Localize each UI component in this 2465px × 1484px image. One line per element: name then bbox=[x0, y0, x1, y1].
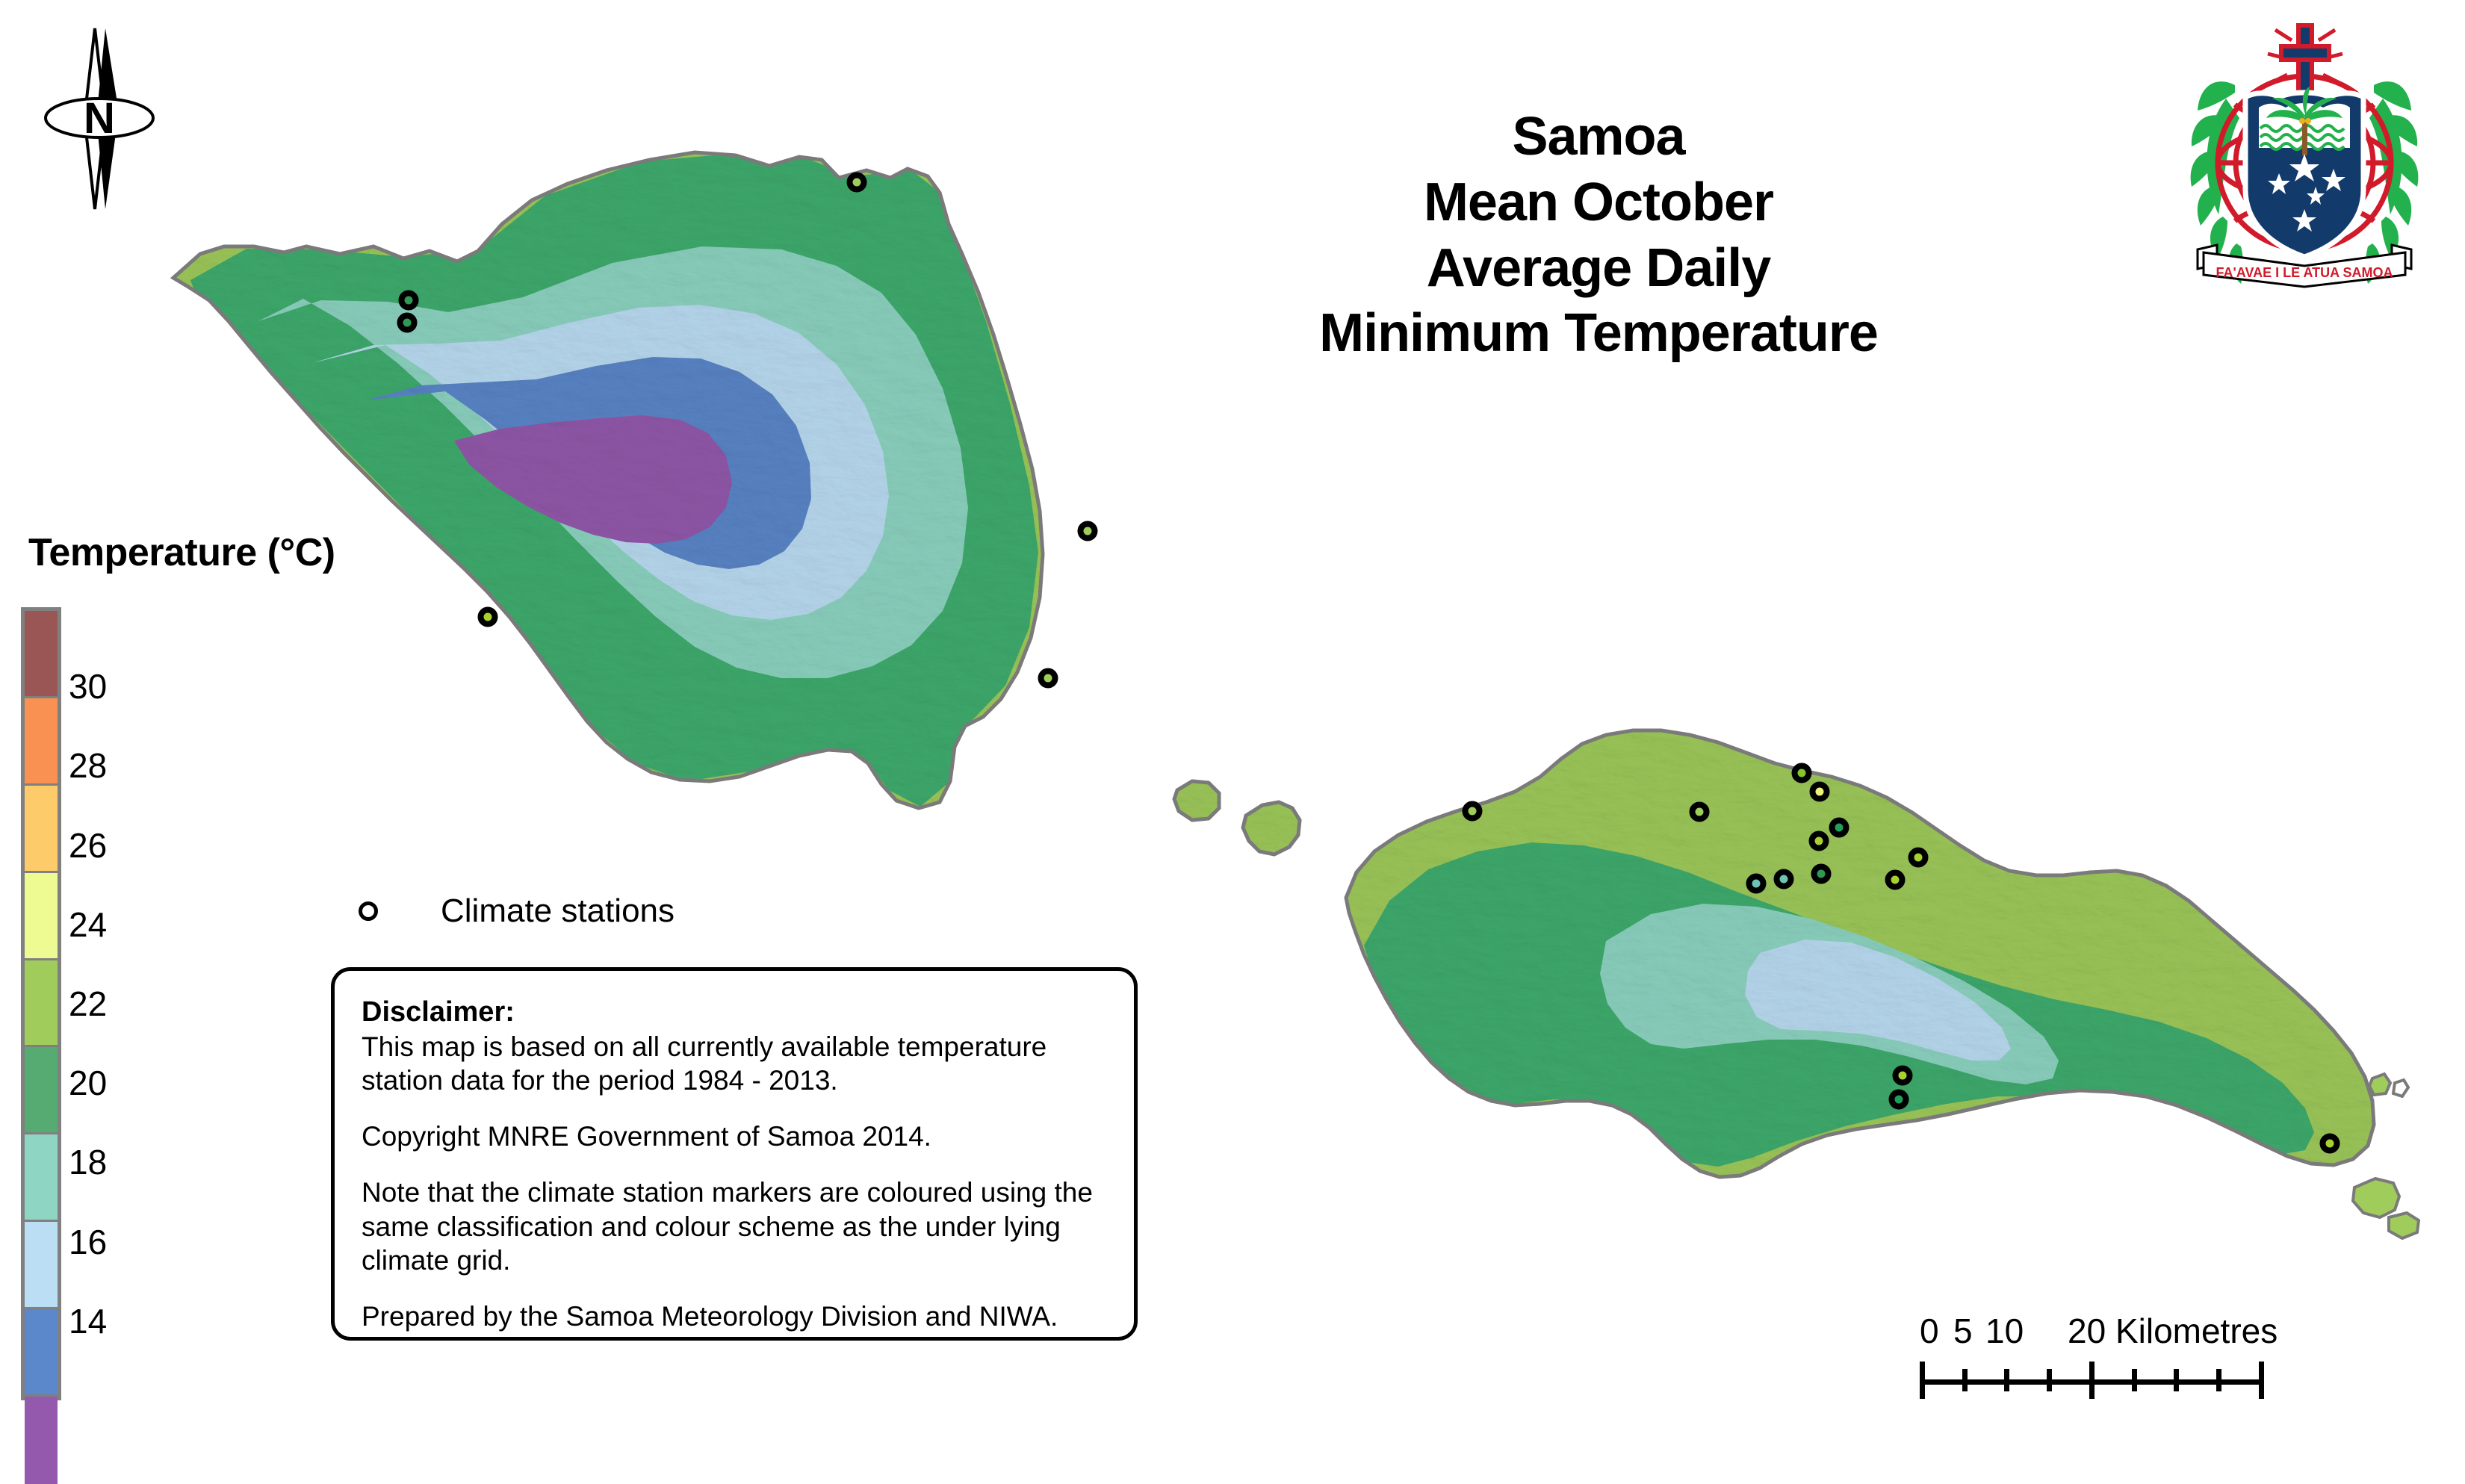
island-manono bbox=[1241, 800, 1302, 857]
scale-bar-tick-3 bbox=[2047, 1369, 2052, 1391]
climate-station-marker[interactable] bbox=[1809, 781, 1830, 802]
title-line-1: Samoa bbox=[1512, 107, 1685, 167]
legend-label-14: 14 bbox=[69, 1301, 108, 1341]
disclaimer-paragraph-3: Note that the climate station markers ar… bbox=[362, 1177, 1093, 1276]
legend-swatch-4 bbox=[25, 960, 58, 1048]
climate-station-marker[interactable] bbox=[1885, 869, 1906, 890]
page-title: Samoa Mean October Average Daily Minimum… bbox=[1165, 105, 2032, 367]
legend-swatch-8 bbox=[25, 1309, 58, 1397]
disclaimer-box: Disclaimer: This map is based on all cur… bbox=[331, 967, 1138, 1341]
north-arrow: N bbox=[41, 22, 161, 217]
scale-bar-label-3: 20 Kilometres bbox=[2068, 1311, 2278, 1350]
legend-label-30: 30 bbox=[69, 667, 108, 707]
legend-label-18: 18 bbox=[69, 1143, 108, 1182]
climate-station-marker[interactable] bbox=[1888, 1089, 1909, 1110]
legend-swatch-2 bbox=[25, 785, 58, 873]
islet-fanuatapu bbox=[2367, 1072, 2410, 1099]
legend-label-26: 26 bbox=[69, 825, 108, 865]
north-arrow-ring bbox=[44, 97, 155, 139]
climate-station-marker[interactable] bbox=[1038, 668, 1058, 689]
scale-bar-label-2: 10 bbox=[1985, 1311, 2024, 1350]
samoa-map-svg bbox=[170, 150, 2421, 1241]
scale-bar-labels: 0 5 10 20 Kilometres bbox=[1920, 1311, 2398, 1353]
disclaimer-paragraph-4: Prepared by the Samoa Meteorology Divisi… bbox=[362, 1300, 1058, 1332]
climate-station-marker[interactable] bbox=[1808, 831, 1829, 851]
scale-bar-tick-0 bbox=[1920, 1362, 1925, 1399]
temperature-scale-labels: 30 28 26 24 22 20 18 16 14 bbox=[69, 607, 188, 1400]
shield-icon bbox=[2242, 87, 2366, 260]
title-line-4: Minimum Temperature bbox=[1319, 303, 1879, 364]
title-line-2: Mean October bbox=[1423, 172, 1774, 232]
map-canvas bbox=[170, 150, 2421, 1241]
climate-station-marker[interactable] bbox=[477, 606, 498, 627]
samoa-coat-of-arms: FA'AVAE I LE ATUA SAMOA bbox=[2181, 16, 2428, 293]
island-nuutele bbox=[2351, 1176, 2402, 1220]
climate-station-marker[interactable] bbox=[1773, 869, 1794, 890]
legend-swatch-1 bbox=[25, 698, 58, 786]
legend-swatch-0 bbox=[25, 611, 58, 698]
scale-bar-tick-4 bbox=[2089, 1362, 2095, 1399]
climate-station-marker[interactable] bbox=[1462, 801, 1483, 822]
island-savaii bbox=[173, 152, 1043, 808]
climate-station-marker[interactable] bbox=[1811, 863, 1832, 884]
disclaimer-paragraph-2: Copyright MNRE Government of Samoa 2014. bbox=[362, 1121, 931, 1152]
title-line-3: Average Daily bbox=[1426, 237, 1772, 298]
climate-station-marker[interactable] bbox=[397, 312, 418, 333]
circle-outline-icon bbox=[359, 901, 378, 921]
climate-stations-legend-label: Climate stations bbox=[441, 892, 675, 929]
climate-station-marker[interactable] bbox=[1791, 763, 1812, 783]
southern-cross-icon bbox=[2268, 154, 2345, 232]
climate-station-marker[interactable] bbox=[2319, 1133, 2340, 1154]
scale-bar-tick-1 bbox=[1962, 1369, 1968, 1391]
legend-swatch-7 bbox=[25, 1222, 58, 1309]
climate-station-marker[interactable] bbox=[1746, 873, 1767, 894]
legend-label-28: 28 bbox=[69, 746, 108, 786]
scale-bar-tick-7 bbox=[2216, 1369, 2221, 1391]
upolu-coastline bbox=[1344, 728, 2376, 1179]
savaii-coastline bbox=[170, 150, 1045, 810]
cross-icon bbox=[2267, 23, 2343, 102]
north-arrow-label: N bbox=[84, 94, 115, 143]
legend-title: Temperature (°C) bbox=[28, 531, 335, 574]
scale-bar-tick-2 bbox=[2004, 1369, 2009, 1391]
island-apolima bbox=[1172, 779, 1221, 822]
scale-bar-label-1: 5 bbox=[1953, 1311, 1973, 1350]
climate-station-marker[interactable] bbox=[1829, 817, 1849, 838]
scale-bar-label-0: 0 bbox=[1920, 1311, 1939, 1350]
climate-stations-legend-item: Climate stations bbox=[359, 892, 675, 930]
motto-ribbon: FA'AVAE I LE ATUA SAMOA bbox=[2196, 243, 2413, 288]
scale-bar-rule bbox=[1920, 1362, 2398, 1399]
climate-station-marker[interactable] bbox=[1689, 801, 1710, 822]
climate-station-marker[interactable] bbox=[1908, 847, 1929, 868]
legend-label-16: 16 bbox=[69, 1222, 108, 1261]
palm-tree-icon bbox=[2266, 87, 2342, 155]
climate-station-marker[interactable] bbox=[398, 290, 419, 311]
climate-station-marker[interactable] bbox=[1892, 1065, 1913, 1086]
disclaimer-heading: Disclaimer: bbox=[362, 996, 515, 1028]
coat-of-arms-motto: FA'AVAE I LE ATUA SAMOA bbox=[2216, 265, 2393, 280]
legend-label-24: 24 bbox=[69, 904, 108, 944]
legend-swatch-5 bbox=[25, 1047, 58, 1135]
scale-bar: 0 5 10 20 Kilometres bbox=[1920, 1311, 2398, 1400]
scale-bar-tick-5 bbox=[2132, 1369, 2137, 1391]
climate-station-marker[interactable] bbox=[846, 172, 867, 193]
legend-swatch-6 bbox=[25, 1134, 58, 1223]
legend-label-22: 22 bbox=[69, 984, 108, 1023]
legend-label-20: 20 bbox=[69, 1064, 108, 1103]
climate-station-marker[interactable] bbox=[1077, 521, 1098, 541]
legend-swatch-3 bbox=[25, 872, 58, 960]
temperature-colour-ramp bbox=[21, 607, 61, 1484]
island-nuulua bbox=[2387, 1211, 2421, 1241]
scale-bar-tick-8 bbox=[2259, 1362, 2264, 1399]
legend-swatch-9 bbox=[25, 1396, 58, 1484]
disclaimer-paragraph-1: This map is based on all currently avail… bbox=[362, 1031, 1047, 1096]
scale-bar-tick-6 bbox=[2174, 1369, 2179, 1391]
